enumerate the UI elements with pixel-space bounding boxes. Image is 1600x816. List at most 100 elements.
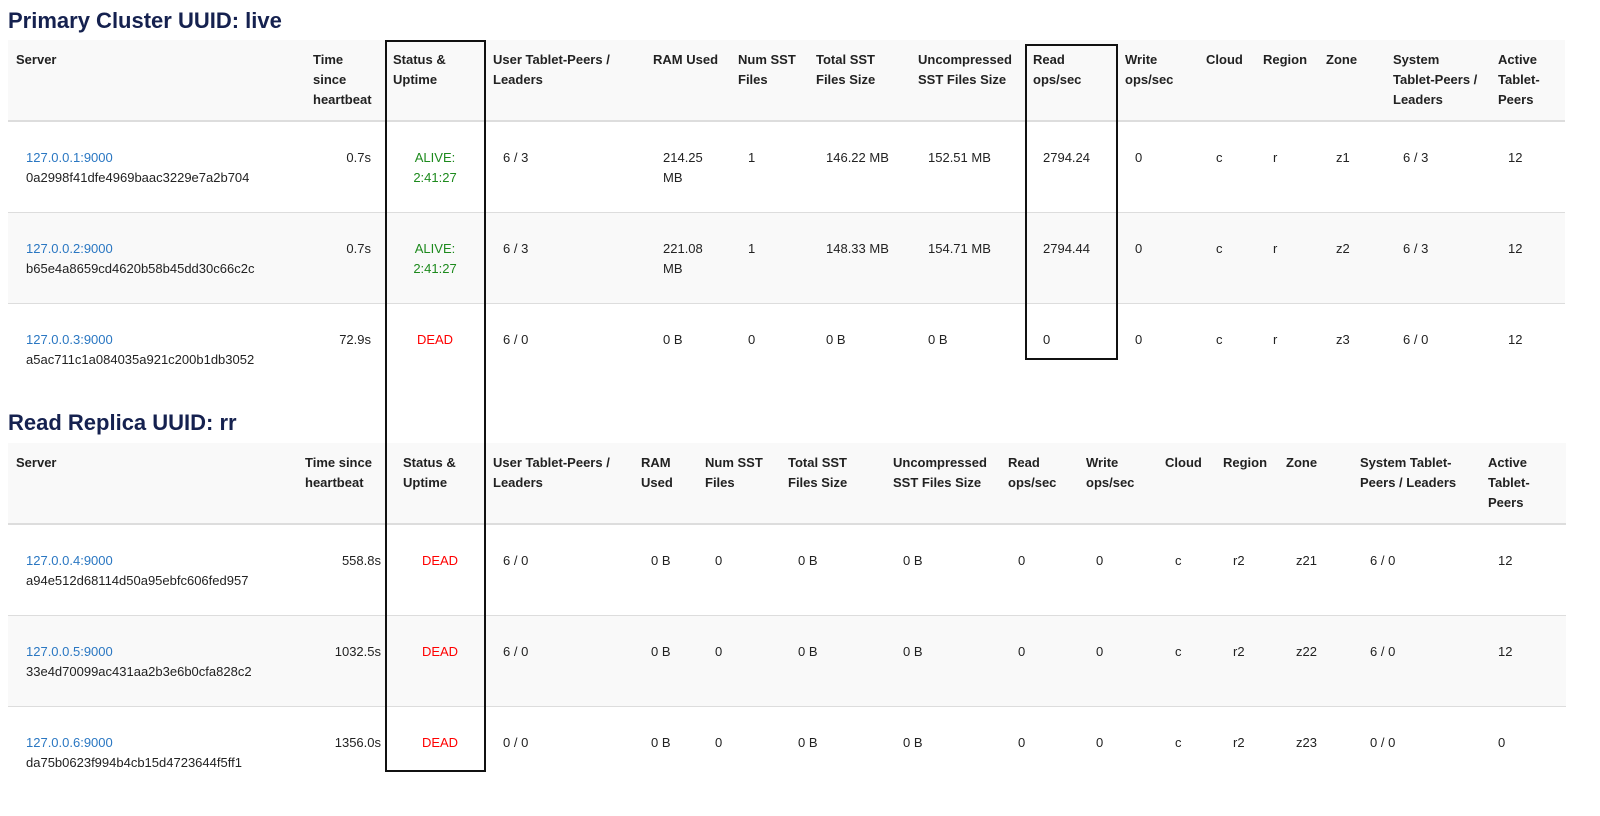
read-ops: 0 [1043, 331, 1051, 347]
column-header[interactable]: Read ops/sec [1000, 443, 1078, 525]
column-header[interactable]: Status & Uptime [395, 443, 485, 525]
column-header[interactable]: Active Tablet-Peers [1490, 40, 1565, 122]
column-header[interactable]: Write ops/sec [1117, 40, 1198, 122]
server-link[interactable]: 127.0.0.5:9000 [26, 643, 113, 659]
system-tablet-peers: 6 / 0 [1370, 553, 1396, 568]
column-header[interactable]: Server [8, 443, 297, 525]
server-cell: 127.0.0.2:9000 b65e4a8659cd4620b58b45dd30… [8, 211, 305, 303]
total-sst-size: 0 B [798, 553, 818, 568]
column-header[interactable]: Write ops/sec [1078, 443, 1157, 525]
read-ops: 2794.44 [1043, 240, 1090, 256]
column-header[interactable]: System Tablet-Peers / Leaders [1385, 40, 1490, 122]
server-cell: 127.0.0.3:9000 a5ac711c1a084035a921c200b1… [8, 302, 305, 379]
write-ops: 0 [1135, 150, 1143, 165]
column-header[interactable]: Read ops/sec [1025, 40, 1117, 122]
num-sst-files: 0 [748, 331, 756, 347]
user-tablet-peers: 6 / 3 [503, 150, 529, 165]
column-header[interactable]: RAM Used [645, 40, 730, 122]
server-cell: 127.0.0.6:9000 da75b0623f994b4cb15d472364… [8, 705, 297, 782]
uncompressed-sst-size: 0 B [903, 553, 923, 568]
write-ops: 0 [1096, 643, 1104, 659]
column-header[interactable]: Region [1215, 443, 1278, 525]
user-tablet-peers: 0 / 0 [503, 734, 529, 750]
server-link[interactable]: 127.0.0.2:9000 [26, 240, 113, 256]
region: r [1273, 331, 1278, 347]
active-tablet-peers: 12 [1508, 331, 1523, 347]
column-header[interactable]: Time since heartbeat [305, 40, 385, 122]
status: DEAD [421, 553, 459, 568]
column-header[interactable]: Status & Uptime [385, 40, 485, 122]
region: r2 [1233, 734, 1245, 750]
server-cell: 127.0.0.5:9000 33e4d70099ac431aa2b3e6b0cf… [8, 614, 297, 706]
server-link[interactable]: 127.0.0.3:9000 [26, 331, 113, 347]
system-tablet-peers: 6 / 0 [1370, 643, 1396, 659]
column-header[interactable]: Num SST Files [697, 443, 780, 525]
column-header[interactable]: Total SST Files Size [808, 40, 910, 122]
ram-used: 0 B [651, 734, 671, 750]
user-tablet-peers: 6 / 3 [503, 240, 529, 256]
read-ops: 0 [1018, 553, 1026, 568]
user-tablet-peers: 6 / 0 [503, 643, 529, 659]
column-header[interactable]: Region [1255, 40, 1318, 122]
cloud: c [1216, 150, 1223, 165]
active-tablet-peers: 12 [1508, 150, 1523, 165]
num-sst-files: 1 [748, 150, 756, 165]
server-uuid: 0a2998f41dfe4969baac3229e7a2b704 [26, 170, 250, 185]
zone: z1 [1336, 150, 1350, 165]
total-sst-size: 146.22 MB [826, 150, 889, 165]
column-header[interactable]: Server [8, 40, 305, 122]
write-ops: 0 [1096, 734, 1104, 750]
region: r2 [1233, 553, 1245, 568]
num-sst-files: 0 [715, 734, 723, 750]
num-sst-files: 0 [715, 643, 723, 659]
column-header[interactable]: System Tablet-Peers / Leaders [1352, 443, 1480, 525]
server-row: 127.0.0.4:9000 a94e512d68114d50a95ebfc606… [8, 523, 1566, 615]
column-header[interactable]: RAM Used [633, 443, 697, 525]
read-ops: 0 [1018, 643, 1026, 659]
system-tablet-peers: 6 / 3 [1403, 240, 1429, 256]
column-header[interactable]: Uncompressed SST Files Size [885, 443, 1000, 525]
server-link[interactable]: 127.0.0.4:9000 [26, 553, 113, 568]
server-uuid: da75b0623f994b4cb15d4723644f5ff1 [26, 754, 242, 770]
server-cell: 127.0.0.4:9000 a94e512d68114d50a95ebfc606… [8, 523, 297, 615]
read-ops: 0 [1018, 734, 1026, 750]
server-link[interactable]: 127.0.0.1:9000 [26, 150, 113, 165]
column-header[interactable]: Num SST Files [730, 40, 808, 122]
status: DEAD [421, 734, 459, 750]
uncompressed-sst-size: 0 B [903, 643, 923, 659]
zone: z3 [1336, 331, 1350, 347]
ram-used: 0 B [651, 553, 671, 568]
column-header[interactable]: Uncompressed SST Files Size [910, 40, 1025, 122]
server-link[interactable]: 127.0.0.6:9000 [26, 734, 113, 750]
cloud: c [1175, 553, 1182, 568]
read-ops: 2794.24 [1043, 150, 1090, 165]
cloud: c [1216, 331, 1223, 347]
active-tablet-peers: 0 [1498, 734, 1506, 750]
column-header[interactable]: Cloud [1157, 443, 1215, 525]
column-header[interactable]: Total SST Files Size [780, 443, 885, 525]
uncompressed-sst-size: 154.71 MB [928, 240, 991, 256]
column-header[interactable]: Time since heartbeat [297, 443, 395, 525]
server-row: 127.0.0.3:9000 a5ac711c1a084035a921c200b1… [8, 302, 1565, 379]
status: ALIVE: 2:41:27 [413, 240, 457, 276]
heartbeat: 72.9s [339, 331, 371, 347]
column-header[interactable]: User Tablet-Peers / Leaders [485, 40, 645, 122]
server-uuid: a5ac711c1a084035a921c200b1db3052 [26, 351, 255, 367]
active-tablet-peers: 12 [1498, 643, 1513, 659]
region: r2 [1233, 643, 1245, 659]
server-row: 127.0.0.5:9000 33e4d70099ac431aa2b3e6b0cf… [8, 614, 1566, 706]
system-tablet-peers: 6 / 3 [1403, 150, 1429, 165]
cloud: c [1175, 734, 1182, 750]
zone: z22 [1296, 643, 1317, 659]
user-tablet-peers: 6 / 0 [503, 553, 529, 568]
column-header[interactable]: Cloud [1198, 40, 1255, 122]
total-sst-size: 0 B [826, 331, 846, 347]
column-header[interactable]: Zone [1278, 443, 1352, 525]
column-header[interactable]: User Tablet-Peers / Leaders [485, 443, 633, 525]
column-header[interactable]: Zone [1318, 40, 1385, 122]
active-tablet-peers: 12 [1498, 553, 1513, 568]
column-header[interactable]: Active Tablet-Peers [1480, 443, 1566, 525]
system-tablet-peers: 0 / 0 [1370, 734, 1396, 750]
cloud: c [1175, 643, 1182, 659]
write-ops: 0 [1096, 553, 1104, 568]
